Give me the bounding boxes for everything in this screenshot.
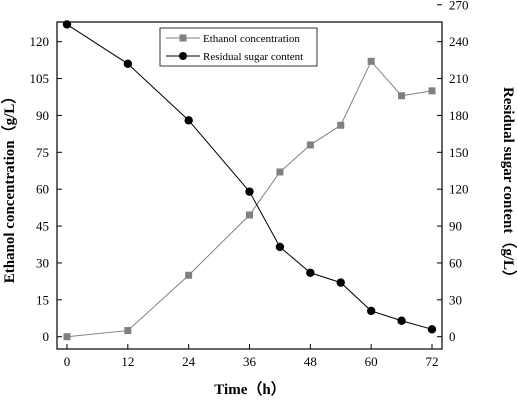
left-tick-label: 15	[36, 292, 49, 307]
right-tick-label: 150	[449, 145, 469, 160]
left-axis-ticks: 0 15 30 45 60 75 90 105 120	[30, 34, 62, 344]
legend-marker-ethanol	[179, 34, 187, 42]
right-tick-label: 90	[449, 219, 462, 234]
residual-sugar-content-point	[336, 278, 345, 287]
residual-sugar-content-point	[306, 268, 315, 277]
ethanol-concentration-point	[428, 87, 436, 95]
residual-sugar-content-point	[62, 20, 72, 29]
residual-sugar-content-point	[366, 306, 376, 316]
right-tick-label: 240	[449, 34, 469, 49]
ethanol-concentration-line	[66, 60, 433, 338]
left-tick-label: 105	[30, 71, 50, 86]
legend: Ethanol concentration Residual sugar con…	[159, 27, 318, 67]
left-tick-label: 60	[36, 182, 49, 197]
x-tick-label: 12	[121, 354, 134, 369]
residual-sugar-content-line	[66, 24, 433, 330]
ethanol-concentration-point	[337, 121, 345, 129]
ethanol-concentration-point	[63, 333, 71, 341]
ethanol-concentration-point	[246, 211, 253, 219]
right-axis-ticks: 0 30 60 90 120 150 180 210 240 270	[437, 0, 469, 344]
right-axis-title: Residual sugar content（g/L）	[500, 87, 517, 285]
legend-marker-sugar	[179, 52, 187, 60]
right-tick-label: 0	[449, 329, 456, 344]
residual-sugar-content-point	[275, 242, 285, 252]
right-tick-label: 210	[449, 71, 469, 86]
right-tick-label: 180	[449, 108, 469, 123]
residual-sugar-content-point	[184, 116, 193, 125]
right-tick-label: 270	[449, 0, 469, 12]
x-tick-label: 36	[243, 354, 257, 369]
x-tick-label: 72	[426, 354, 439, 369]
x-tick-label: 60	[365, 354, 378, 369]
left-tick-label: 30	[36, 255, 49, 270]
ethanol-concentration-point	[306, 141, 314, 149]
left-tick-label: 75	[36, 145, 49, 160]
residual-sugar-content-point	[397, 316, 406, 325]
ethanol-concentration-point	[367, 57, 375, 65]
legend-label-ethanol: Ethanol concentration	[203, 33, 300, 45]
ethanol-concentration-point	[398, 92, 406, 100]
x-tick-label: 48	[304, 354, 317, 369]
series-layer	[62, 20, 437, 341]
x-tick-label: 24	[182, 354, 196, 369]
x-axis-title: Time（h）	[214, 380, 285, 398]
left-tick-label: 120	[30, 34, 50, 49]
left-axis-title: Ethanol concentration（g/L）	[0, 89, 18, 284]
plot-frame	[56, 21, 443, 350]
legend-label-sugar: Residual sugar content	[203, 51, 303, 63]
residual-sugar-content-point	[427, 325, 437, 334]
right-tick-label: 120	[449, 182, 469, 197]
left-tick-label: 45	[36, 219, 49, 234]
x-axis-ticks: 0 12 24 36 48 60 72	[64, 344, 439, 369]
ethanol-concentration-point	[276, 168, 284, 176]
right-tick-label: 60	[449, 255, 462, 270]
legend-box	[159, 27, 318, 67]
x-tick-label: 0	[64, 354, 71, 369]
ethanol-concentration-point	[124, 327, 132, 335]
residual-sugar-content-point	[123, 59, 133, 68]
right-tick-label: 30	[449, 292, 462, 307]
ethanol-concentration-point	[185, 271, 193, 279]
left-tick-label: 90	[36, 108, 49, 123]
left-tick-label: 0	[43, 329, 50, 344]
residual-sugar-content-point	[245, 187, 254, 196]
